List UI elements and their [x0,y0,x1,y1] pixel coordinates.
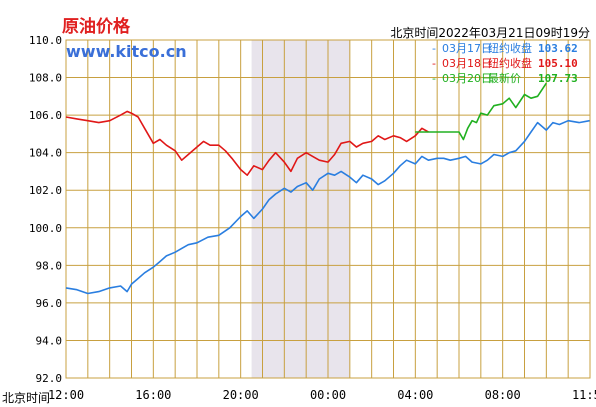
x-tick-label: 08:00 [485,388,521,402]
legend-dash: - [432,42,436,55]
shaded-region [251,40,350,378]
legend-label: 纽约收盘 [488,57,532,70]
x-tick-label: 12:00 [48,388,84,402]
y-tick-label: 100.0 [29,222,62,235]
legend-date: 03月18日 [442,57,492,70]
y-tick-label: 96.0 [36,297,63,310]
x-tick-label: 16:00 [135,388,171,402]
legend-item-0318: - 03月18日 纽约收盘 105.10 [432,56,590,71]
y-tick-label: 108.0 [29,72,62,85]
series-line-03月17日 [65,119,590,295]
legend-date: 03月17日 [442,42,492,55]
x-axis-label: 北京时间 [2,391,51,405]
x-tick-label: 00:00 [310,388,346,402]
y-tick-label: 92.0 [36,372,63,385]
plot-border [65,39,591,379]
series-line-03月20日 [415,82,547,141]
legend-dash: - [432,72,436,85]
y-tick-label: 94.0 [36,334,63,347]
legend-value: 105.10 [538,57,578,70]
y-tick-label: 102.0 [29,184,62,197]
chart-title: 原油价格 [62,17,130,37]
legend-item-0317: - 03月17日 纽约收盘 103.62 [432,41,590,56]
legend-dash: - [432,57,436,70]
legend: - 03月17日 纽约收盘 103.62 - 03月18日 纽约收盘 105.1… [432,41,590,86]
y-tick-label: 98.0 [36,259,63,272]
y-tick-label: 106.0 [29,109,62,122]
legend-item-0320: - 03月20日 最新价 107.73 [432,71,590,86]
legend-value: 107.73 [538,72,578,85]
x-tick-label: 11:59 [572,388,596,402]
y-tick-label: 104.0 [29,147,62,160]
legend-label: 最新价 [488,72,521,85]
legend-label: 纽约收盘 [488,42,532,55]
site-watermark: www.kitco.cn [66,42,187,61]
series-line-03月18日 [65,110,429,176]
legend-date: 03月20日 [442,72,492,85]
legend-value: 103.62 [538,42,578,55]
timestamp: 北京时间2022年03月21日09时19分 [390,26,590,40]
y-tick-label: 110.0 [29,34,62,47]
x-tick-label: 20:00 [223,388,259,402]
x-tick-label: 04:00 [397,388,433,402]
